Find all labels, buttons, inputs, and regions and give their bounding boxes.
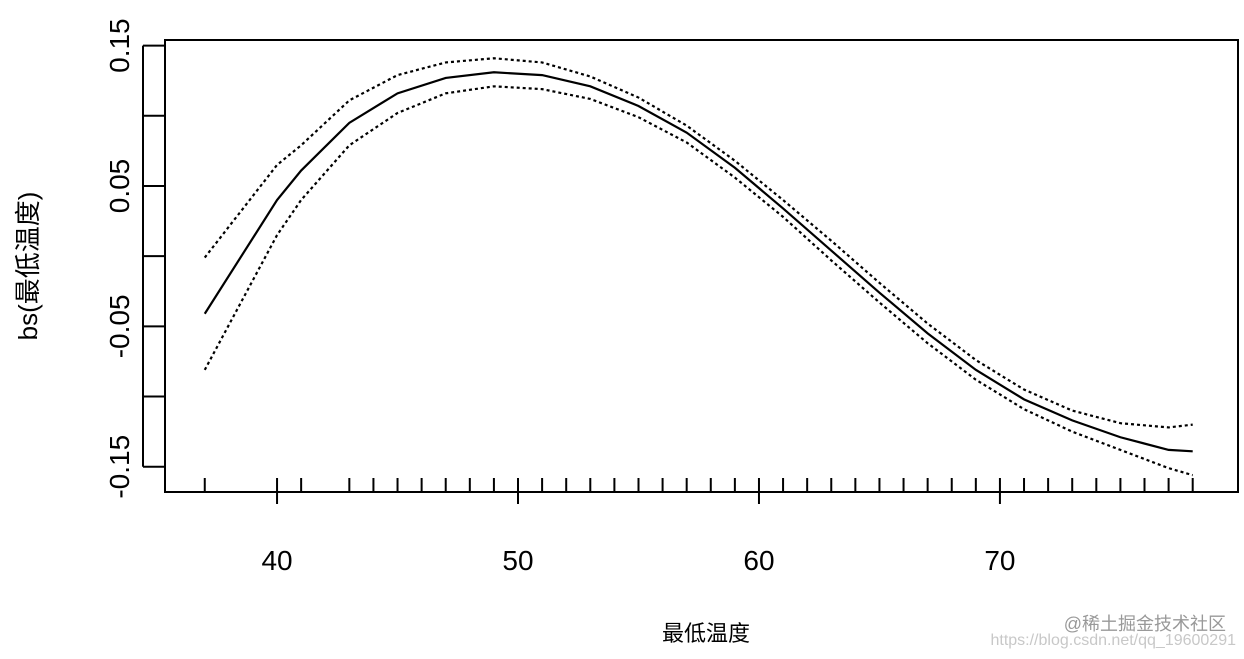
series-line bbox=[203, 85, 1194, 477]
y-tick-label: 0.05 bbox=[104, 159, 135, 214]
y-tick-label: -0.05 bbox=[104, 294, 135, 358]
x-tick-label: 60 bbox=[743, 545, 774, 576]
series-line bbox=[203, 57, 1193, 429]
watermark: @稀土掘金技术社区 bbox=[1064, 614, 1226, 634]
watermark-url: https://blog.csdn.net/qq_19600291 bbox=[990, 632, 1236, 649]
y-axis-label: bs(最低温度) bbox=[13, 192, 43, 341]
series-line bbox=[203, 71, 1193, 453]
x-axis-label: 最低温度 bbox=[662, 621, 750, 646]
x-tick-label: 70 bbox=[984, 545, 1015, 576]
x-tick-label: 50 bbox=[502, 545, 533, 576]
x-tick-label: 40 bbox=[261, 545, 292, 576]
plot-box bbox=[164, 39, 1239, 493]
y-tick-label: 0.15 bbox=[104, 18, 135, 73]
y-tick-label: -0.15 bbox=[104, 435, 135, 499]
